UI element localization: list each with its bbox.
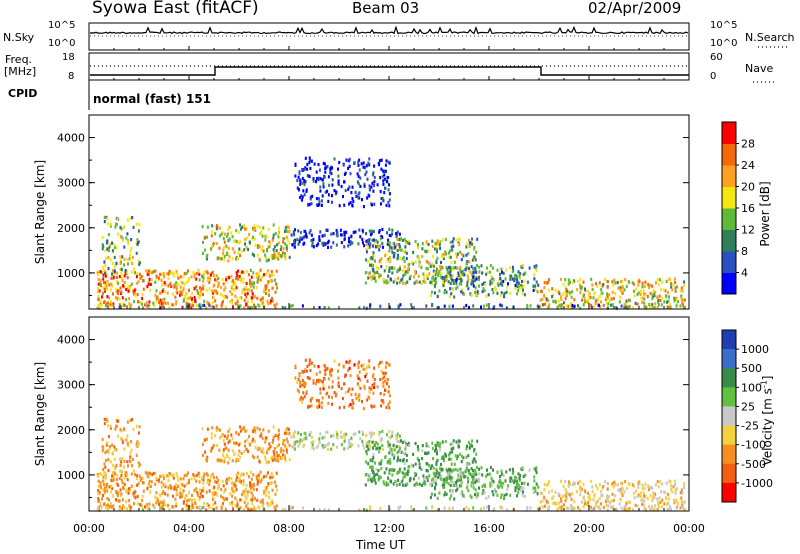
colorbar-tick-label: 500	[741, 362, 762, 375]
freq-unit-label: [MHz]	[4, 65, 37, 78]
power-panel-frame	[88, 114, 690, 310]
colorbar-tick-label: 25	[741, 400, 755, 413]
velocity-colorbar-label-text: Velocity [m s	[760, 388, 775, 466]
freq-label: Freq.	[5, 53, 33, 66]
chart-title: Syowa East (fitACF)	[92, 0, 259, 18]
velocity-scatter	[96, 358, 686, 512]
colorbar-tick-label: 100	[741, 381, 762, 394]
ytick-label: 3000	[57, 177, 85, 190]
colorbar-swatch	[722, 186, 736, 209]
colorbar-swatch	[722, 330, 736, 350]
power-colorbar-label: Power [dB]	[758, 181, 772, 247]
velocity-colorbar-label-end: ]	[760, 375, 775, 381]
velocity-colorbar-label: Velocity [m s-1]	[760, 366, 775, 476]
colorbar-swatch	[722, 122, 736, 144]
nave-tick-high: 60	[710, 52, 723, 63]
date-label: 02/Apr/2009	[588, 0, 682, 17]
colorbar-swatch	[722, 387, 736, 407]
nsearch-tick-high: 10^5	[710, 20, 738, 31]
ytick-label: 1000	[57, 469, 85, 482]
colorbar-tick-label: -25	[741, 420, 759, 433]
ytick-label: 3000	[57, 379, 85, 392]
velocity-panel-frame	[88, 316, 690, 512]
nsearch-tick-low: 10^0	[710, 38, 738, 49]
xtick-label: 12:00	[373, 522, 405, 535]
cpid-value: normal (fast) 151	[93, 92, 211, 106]
xtick-label: 00:00	[73, 522, 105, 535]
xtick-label: 16:00	[473, 522, 505, 535]
ytick-label: 2000	[57, 222, 85, 235]
xtick-label: 08:00	[273, 522, 305, 535]
colorbar-swatch	[722, 463, 736, 484]
nave-label: Nave	[745, 62, 774, 75]
xtick-label: 20:00	[573, 522, 605, 535]
ytick-label: 4000	[57, 132, 85, 145]
cpid-label: CPID	[8, 87, 38, 100]
power-colorbar: 4 8 12 16 20 24 28	[721, 121, 755, 295]
power-scatter	[96, 156, 686, 310]
colorbar-swatch	[722, 251, 736, 273]
colorbar-swatch	[722, 482, 736, 503]
velocity-colorbar-label-sup: -1	[759, 380, 769, 389]
power-ylabel: Slant Range [km]	[33, 159, 47, 265]
ytick-label: 1000	[57, 267, 85, 280]
velocity-ylabel: Slant Range [km]	[33, 361, 47, 467]
nsky-label: N.Sky	[3, 31, 35, 44]
colorbar-swatch	[722, 272, 736, 295]
colorbar-tick-label: 4	[741, 267, 748, 280]
freq-line	[90, 66, 689, 76]
colorbar-swatch	[722, 425, 736, 446]
colorbar-tick-label: 16	[741, 202, 755, 215]
nave-tick-low: 0	[710, 71, 717, 82]
beam-label: Beam 03	[352, 0, 420, 17]
colorbar-swatch	[722, 208, 736, 230]
freq-tick-high: 18	[62, 52, 75, 63]
nsearch-label: N.Search	[745, 31, 795, 44]
colorbar-tick-label: 12	[741, 224, 755, 237]
x-axis-label: Time UT	[356, 538, 406, 552]
ytick-label: 4000	[57, 334, 85, 347]
velocity-colorbar: 1000 500 100 25 -25 -100 -500 -1000	[721, 329, 773, 503]
xtick-label: 04:00	[173, 522, 205, 535]
colorbar-swatch	[722, 444, 736, 465]
ytick-label: 2000	[57, 424, 85, 437]
nsky-tick-high: 10^5	[48, 20, 76, 31]
colorbar-swatch	[722, 229, 736, 252]
colorbar-swatch	[722, 406, 736, 427]
xtick-label: 00:00	[673, 522, 705, 535]
colorbar-tick-label: -1000	[741, 477, 773, 490]
colorbar-tick-label: 20	[741, 181, 755, 194]
colorbar-swatch	[722, 143, 736, 166]
nsky-tick-low: 10^0	[48, 38, 76, 49]
colorbar-frame	[721, 329, 737, 503]
colorbar-tick-label: -100	[741, 439, 766, 452]
colorbar-tick-label: -500	[741, 458, 766, 471]
nsky-panel	[88, 22, 690, 51]
colorbar-swatch	[722, 349, 736, 369]
colorbar-tick-label: 8	[741, 245, 748, 258]
colorbar-tick-label: 24	[741, 159, 755, 172]
nsky-line	[89, 25, 689, 35]
colorbar-tick-label: 28	[741, 138, 755, 151]
colorbar-tick-label: 1000	[741, 343, 769, 356]
freq-tick-low: 8	[68, 71, 75, 82]
colorbar-swatch	[722, 165, 736, 187]
colorbar-swatch	[722, 368, 736, 388]
